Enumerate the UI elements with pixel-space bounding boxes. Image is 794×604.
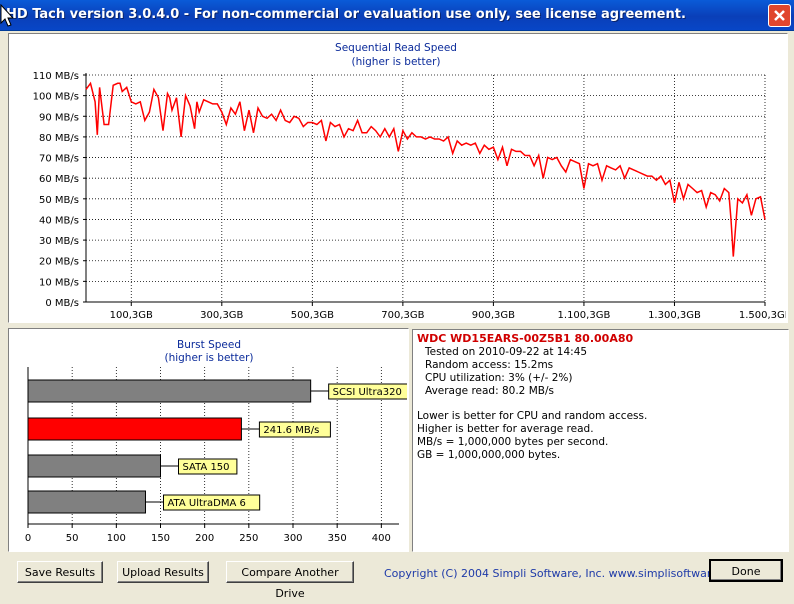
burst-chart-subtitle: (higher is better) [164, 352, 253, 364]
burst-x-tick-label: 300 [283, 533, 302, 544]
burst-x-tick-label: 250 [239, 533, 258, 544]
read-y-tick-label: 60 MB/s [39, 174, 79, 185]
read-x-tick-label: 1.300,3GB [648, 310, 701, 321]
read-y-tick-label: 40 MB/s [39, 215, 79, 226]
read-x-tick-label: 500,3GB [291, 310, 334, 321]
read-y-tick-label: 50 MB/s [39, 195, 79, 206]
close-icon [774, 10, 785, 21]
drive-info-panel: WDC WD15EARS-00Z5B1 80.00A80 Tested on 2… [412, 329, 789, 552]
burst-bar [27, 490, 146, 514]
average-read: Average read: 80.2 MB/s [425, 385, 554, 397]
note-cpu: Lower is better for CPU and random acces… [417, 410, 648, 422]
read-y-tick-label: 0 MB/s [45, 298, 79, 309]
drive-model: WDC WD15EARS-00Z5B1 80.00A80 [417, 332, 634, 345]
burst-x-tick-label: 0 [25, 533, 31, 544]
window-title: HD Tach version 3.0.4.0 - For non-commer… [6, 7, 686, 22]
burst-bar-label: 241.6 MB/s [263, 425, 319, 436]
read-y-tick-label: 30 MB/s [39, 236, 79, 247]
title-bar[interactable]: HD Tach version 3.0.4.0 - For non-commer… [0, 0, 794, 31]
read-chart-title: Sequential Read Speed [335, 42, 457, 54]
note-read: Higher is better for average read. [417, 423, 594, 435]
burst-chart-title: Burst Speed [177, 339, 241, 351]
read-x-tick-label: 700,3GB [381, 310, 424, 321]
burst-x-tick-label: 50 [66, 533, 79, 544]
burst-bar [27, 417, 242, 441]
read-x-tick-label: 1.500,3GE [739, 310, 786, 321]
burst-bar-label: ATA UltraDMA 6 [167, 498, 245, 509]
read-y-tick-label: 100 MB/s [33, 92, 79, 103]
read-x-tick-label: 100,3GB [110, 310, 153, 321]
upload-results-button[interactable]: Upload Results [117, 561, 209, 583]
burst-bar-label: SATA 150 [183, 462, 230, 473]
done-button[interactable]: Done [709, 559, 783, 582]
read-y-tick-label: 90 MB/s [39, 112, 79, 123]
burst-x-tick-label: 400 [372, 533, 391, 544]
close-button[interactable] [768, 4, 791, 27]
read-y-tick-label: 80 MB/s [39, 133, 79, 144]
burst-x-tick-label: 100 [107, 533, 126, 544]
burst-bar [27, 379, 312, 403]
burst-x-tick-label: 350 [328, 533, 347, 544]
sequential-read-chart: Sequential Read Speed (higher is better)… [33, 42, 786, 321]
compare-another-drive-button[interactable]: Compare Another Drive [226, 561, 354, 600]
copyright-text: Copyright (C) 2004 Simpli Software, Inc.… [384, 567, 745, 580]
read-x-tick-label: 300,3GB [200, 310, 243, 321]
burst-bar [27, 454, 161, 478]
burst-label-box [178, 458, 238, 475]
mouse-pointer-icon [0, 4, 14, 27]
burst-label-box [258, 421, 331, 438]
read-x-tick-label: 900,3GB [472, 310, 515, 321]
cpu-utilization: CPU utilization: 3% (+/- 2%) [425, 372, 573, 384]
random-access: Random access: 15.2ms [425, 359, 554, 371]
burst-label-box [162, 494, 261, 511]
burst-label-box [328, 383, 407, 400]
burst-bar-label: SCSI Ultra320 [333, 387, 402, 398]
read-chart-subtitle: (higher is better) [351, 56, 440, 68]
read-x-tick-label: 1.100,3GB [558, 310, 611, 321]
burst-speed-chart: Burst Speed (higher is better) SCSI Ultr… [25, 339, 407, 544]
read-speed-line [85, 81, 766, 257]
read-y-tick-label: 10 MB/s [39, 277, 79, 288]
save-results-button[interactable]: Save Results [17, 561, 103, 583]
burst-x-tick-label: 150 [151, 533, 170, 544]
test-date: Tested on 2010-09-22 at 14:45 [425, 346, 588, 358]
read-y-tick-label: 110 MB/s [33, 71, 79, 82]
note-gb: GB = 1,000,000,000 bytes. [417, 449, 561, 461]
read-y-tick-label: 20 MB/s [39, 257, 79, 268]
note-mbs: MB/s = 1,000,000 bytes per second. [417, 436, 609, 448]
read-y-tick-label: 70 MB/s [39, 154, 79, 165]
burst-x-tick-label: 200 [195, 533, 214, 544]
